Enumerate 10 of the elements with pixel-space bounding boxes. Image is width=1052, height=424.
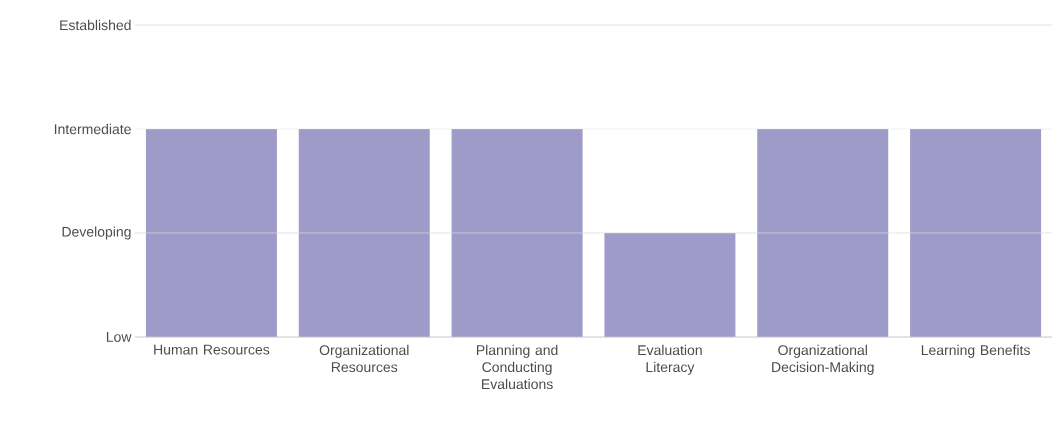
x-tick-label: Organizational Resources (319, 344, 409, 373)
ref-line-label: Established (60, 19, 131, 31)
ref-line-label: Low (106, 332, 132, 342)
x-tick-label: Human Resources (154, 344, 270, 355)
ref-line-label: Developing (62, 226, 131, 240)
x-tick-label: Organizational Decision-Making (772, 344, 874, 375)
ref-line-label: Intermediate (54, 123, 131, 135)
x-tick-label: Learning Benefits (921, 344, 1030, 358)
x-tick-label: Evaluation Literacy (638, 344, 702, 375)
x-tick-label: Planning and Conducting Evaluations (476, 344, 558, 390)
